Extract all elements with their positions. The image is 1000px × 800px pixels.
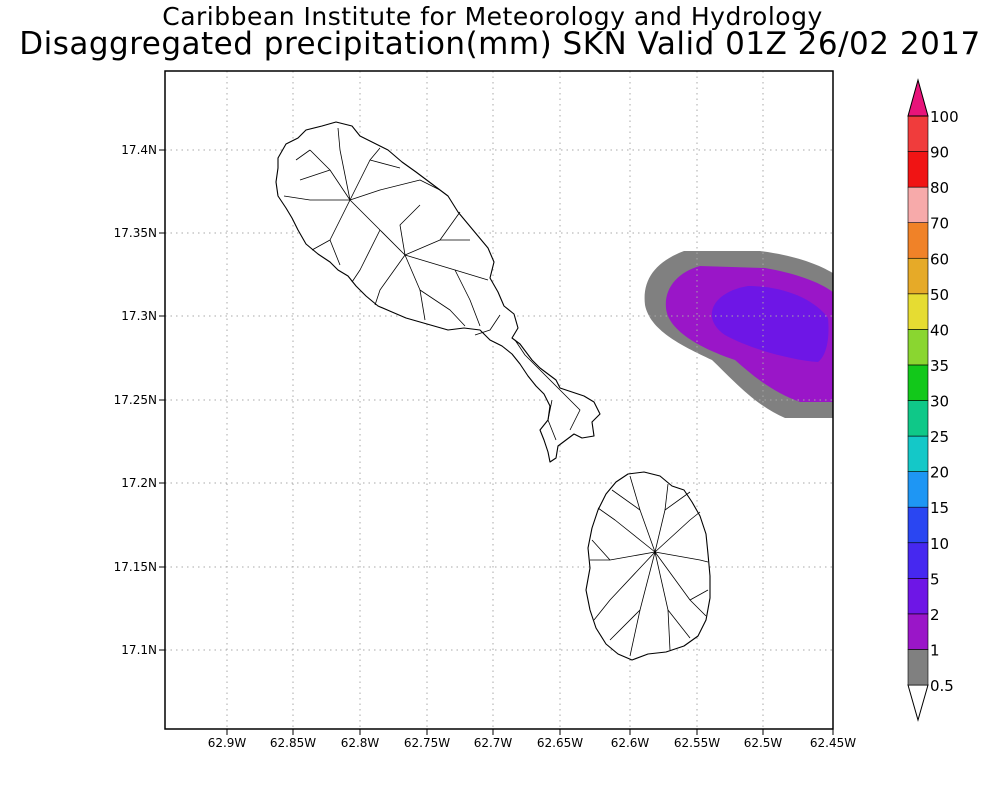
lon-tick-label: 62.6W [611,736,650,750]
lat-tick-label: 17.1N [121,643,157,657]
lat-tick-label: 17.15N [114,560,157,574]
colorbar-label: 2 [930,606,940,624]
colorbar-label: 5 [930,570,940,588]
st-kitts-outline [275,121,601,463]
colorbar-label: 90 [930,144,949,162]
colorbar-label: 1 [930,641,940,659]
colorbar-label: 15 [930,499,949,517]
colorbar-segment [907,115,929,152]
colorbar-segment [907,613,929,650]
lon-tick-label: 62.65W [537,736,583,750]
colorbar-segment [907,222,929,259]
colorbar-segment [907,329,929,366]
colorbar-label: 40 [930,321,949,339]
colorbar-label: 0.5 [930,677,954,695]
colorbar-segment [907,506,929,544]
latitude-axis: 17.4N 17.35N 17.3N 17.25N 17.2N 17.15N 17.1N [114,143,165,657]
colorbar-underflow-triangle [907,684,929,722]
colorbar-segment [907,471,929,508]
lat-tick-label: 17.3N [121,309,157,323]
colorbar-overflow-triangle [907,78,929,117]
colorbar-segment [907,293,929,330]
lon-tick-label: 62.45W [810,736,856,750]
colorbar-label: 30 [930,393,949,411]
colorbar-segment [907,578,929,615]
colorbar-segment [907,257,929,295]
lon-tick-label: 62.85W [270,736,316,750]
lat-tick-label: 17.25N [114,393,157,407]
colorbar-segment [907,542,929,579]
colorbar-segment [907,400,929,437]
colorbar-label: 10 [930,535,949,553]
lon-tick-label: 62.7W [474,736,513,750]
colorbar-label: 100 [930,108,959,126]
lat-tick-label: 17.35N [114,226,157,240]
colorbar-segment [907,151,929,188]
colorbar-segment [907,649,929,686]
colorbar-label: 80 [930,179,949,197]
colorbar-label: 70 [930,215,949,233]
nevis-outline [585,471,711,661]
colorbar-segment [907,364,929,401]
colorbar-label: 20 [930,464,949,482]
lon-tick-label: 62.8W [341,736,380,750]
lat-tick-label: 17.4N [121,143,157,157]
longitude-axis: 62.9W 62.85W 62.8W 62.75W 62.7W 62.65W 62.6W 62… [208,729,856,750]
lon-tick-label: 62.75W [404,736,450,750]
colorbar-label: 35 [930,357,949,375]
precip-contour-2 [711,286,829,362]
map-title: Disaggregated precipitation(mm) SKN Vali… [19,26,981,62]
colorbar-label: 60 [930,250,949,268]
precipitation-cell [644,251,833,418]
map-grid [165,71,833,729]
lon-tick-label: 62.55W [674,736,720,750]
lat-tick-label: 17.2N [121,476,157,490]
colorbar-label: 25 [930,428,949,446]
institute-title: Caribbean Institute for Meteorology and … [162,2,823,31]
colorbar-segment [907,435,929,472]
colorbar-segment [907,186,929,223]
lon-tick-label: 62.9W [208,736,247,750]
lon-tick-label: 62.5W [744,736,783,750]
colorbar-label: 50 [930,286,949,304]
